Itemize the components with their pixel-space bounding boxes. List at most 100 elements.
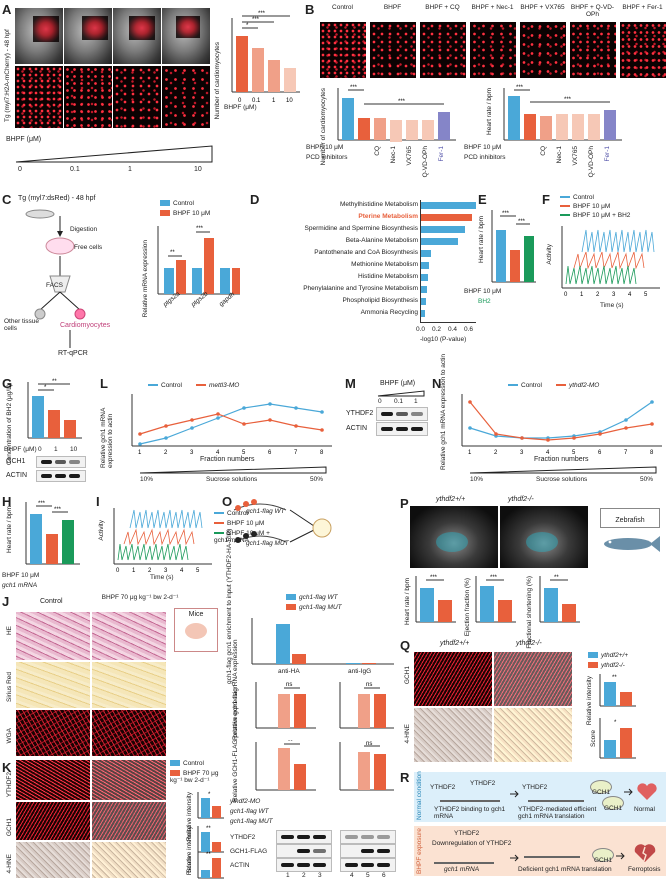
panel-label-n: N [432,376,442,391]
panel-b-row2-r: PCD inhibitors [464,154,506,161]
panel-o-row-mut: gch1-flag MUT [230,818,273,825]
svg-text:1: 1 [468,450,472,454]
svg-text:4: 4 [628,292,632,298]
panel-a-ylabel: Number of cardiomyocytes [214,42,221,120]
panel-b-row2: PCD inhibitors [306,154,348,161]
panel-r-n1: YTHDF2 binding to gch1 mRNA [434,806,506,820]
fish-icon [604,536,660,552]
svg-text:0: 0 [116,568,120,574]
panel-q-4hne-wt [414,708,492,762]
panel-q-chart-0: ** [599,674,636,707]
panel-k-chart-1: ** [197,826,224,853]
panel-h-row1: BHPF 10 μM [2,572,40,579]
panel-q-row-gch1: GCH1 [404,666,411,685]
panel-label-e: E [478,192,487,207]
panel-k-gch1-control [16,802,90,840]
panel-a-bar [284,68,296,92]
panel-o-lane-1: 1 [286,872,290,879]
panel-r-normal-label: Normal condition [416,771,423,820]
panel-r-exposure: BHPF exposure YTHDF2 Downregulation of Y… [414,826,666,876]
svg-text:***: *** [490,575,498,581]
panel-j-row-sirius: Sirius Red [6,672,13,702]
panel-m-blot-ythdf2 [376,407,428,421]
panel-r-normal-mrna-b [528,794,584,802]
panel-o-rna-chart-r: ns [339,682,394,729]
panel-a-tick-01: 0.1 [70,166,80,173]
panel-h-row2: gch1 mRNA [2,582,38,589]
panel-c-step-facs: FACS [46,282,63,289]
panel-q-geno-ko: ythdf2-/- [516,640,542,647]
svg-text:4: 4 [216,450,220,454]
svg-text:*: * [614,720,617,726]
panel-o-construct-mut: gch1-flag MUT [246,540,289,547]
panel-k-ythdf2-control [16,760,90,800]
panel-p-ylabel-1: Ejection fraction (%) [464,578,471,637]
svg-text:***: *** [258,11,266,17]
svg-text:***: *** [54,507,62,513]
svg-text:2: 2 [164,450,168,454]
panel-o-blot-actin-r [340,858,396,872]
svg-text:**: ** [206,852,211,858]
arrow-right-icon [616,852,625,860]
svg-text:***: *** [252,17,260,23]
svg-text:5: 5 [242,450,246,454]
panel-k-leg-0: Control [183,760,204,767]
panel-m-tick-0: 0 [378,398,382,405]
panel-b-col-5: BHPF + Q-VD-OPh [570,4,615,18]
pathway-bar [420,250,431,257]
panel-a-tick-0: 0 [18,166,22,173]
panel-b-row1: BHPF 10 μM [306,144,344,151]
panel-label-l: L [100,376,108,391]
svg-text:3: 3 [164,568,168,574]
panel-label-f: F [542,192,550,207]
panel-o-prot-chart-l: ** [255,740,316,791]
panel-label-q: Q [400,638,411,653]
panel-o-blot-actin-l [276,858,332,872]
panel-r-e1: Downregulation of YTHDF2 [432,840,512,847]
panel-b-x-qvd: Q-VD-OPh [422,146,429,178]
panel-d-xlabel: -log10 (P-value) [420,336,467,343]
panel-b-ylabel-right: Heart rate / bpm [486,88,493,135]
panel-h-chart: *** *** [25,501,80,565]
panel-b-chart-left: *** *** [337,85,456,142]
panel-label-k: K [2,760,12,775]
svg-text:**: ** [612,675,617,681]
panel-r-exposure-mrna-b [524,850,580,858]
svg-text:2: 2 [596,292,600,298]
panel-o-rip-chart [251,618,394,665]
pathway-label: Pterine Metabolism [358,213,418,220]
panel-j-wga-bhpf [92,710,166,756]
panel-j-col-bhpf: BHPF 70 μg kg⁻¹ bw 2-d⁻¹ [101,594,179,601]
svg-text:***: *** [502,211,510,217]
panel-o-blot-gch1-r [340,844,396,858]
panel-b-xr-qvd: Q-VD-OPh [588,146,595,178]
panel-r-gch1-c: GCH1 [592,848,614,864]
svg-text:***: *** [38,501,46,507]
heart-icon [637,783,657,800]
panel-label-d: D [250,192,260,207]
panel-label-m: M [345,376,356,391]
panel-g-blot-gch1 [36,456,86,468]
panel-j-mice-box: Mice [174,608,218,652]
panel-r-exposure-ythdf2: YTHDF2 [454,830,480,837]
panel-b-row1-r: BHPF 10 μM [464,144,502,151]
svg-text:**: ** [554,575,559,581]
pathway-bar [420,274,429,281]
svg-text:*: * [208,792,211,798]
panel-b-xr-nec: Nec-1 [556,146,563,164]
panel-e-row2: BH2 [478,298,491,305]
svg-text:1: 1 [132,568,136,574]
panel-q-leg-0: ythdf2+/+ [601,652,629,659]
panel-a-heart-0 [15,66,63,128]
svg-text:**: ** [52,379,57,385]
svg-text:1: 1 [272,98,276,104]
panel-p-chart-1: *** [475,575,516,623]
panel-p-echo-wt [410,506,498,568]
panel-r-n2: YTHDF2-mediated efficient gch1 mRNA tran… [518,806,597,820]
panel-c-leg-control: Control [173,200,194,207]
panel-r-normal-ythdf2-c: YTHDF2 [522,784,548,791]
panel-r-normal-ythdf2-a: YTHDF2 [430,784,456,791]
panel-g-tick-1: 1 [54,446,58,453]
panel-b-x-nec: Nec-1 [390,146,397,164]
panel-d-chart: Methylhistidine Metabolism Pterine Metabo… [256,200,476,325]
